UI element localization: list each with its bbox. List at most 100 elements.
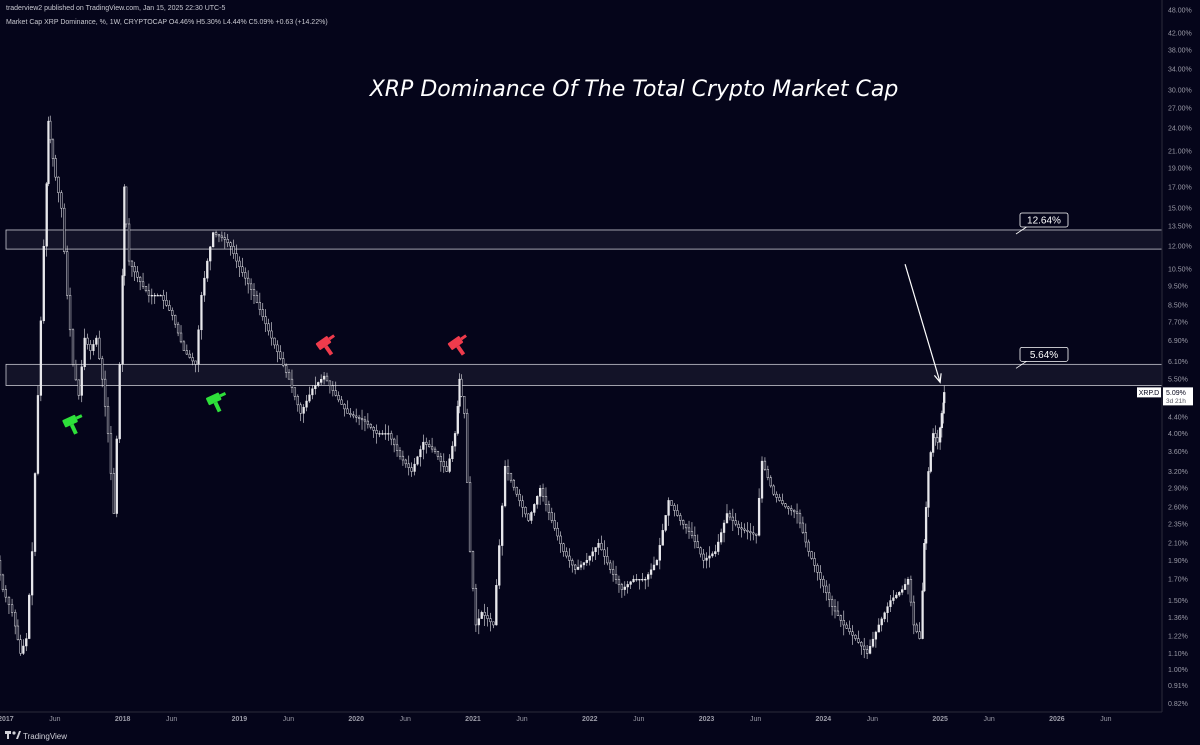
candle-body (921, 590, 924, 639)
candle-body (47, 120, 50, 184)
candle-body (331, 385, 334, 391)
candle-body (848, 628, 851, 633)
candle-body (915, 624, 918, 633)
candle-body (150, 294, 153, 297)
candle-body (687, 527, 691, 532)
candle-body (807, 541, 810, 552)
candle-body (860, 642, 863, 647)
buy-signal-head (62, 414, 78, 428)
candle-body (746, 530, 749, 532)
x-tick-label: 2026 (1049, 716, 1065, 723)
y-tick-label: 19.00% (1168, 165, 1192, 172)
candle-body (103, 378, 107, 407)
y-tick-label: 2.10% (1168, 541, 1188, 548)
candle-body (553, 520, 556, 529)
candle-body (83, 337, 86, 367)
candle-body (343, 404, 346, 410)
candle-body (784, 503, 787, 508)
candle-body (943, 392, 946, 404)
candle-body (940, 413, 944, 429)
candle-body (322, 375, 326, 380)
candle-body (717, 541, 720, 552)
candle-body (355, 415, 358, 418)
candle-body (45, 183, 48, 247)
candle-body (33, 473, 37, 552)
y-tick-label: 38.00% (1168, 47, 1192, 54)
candle-body (270, 330, 273, 339)
candle-body (369, 423, 372, 428)
candle-body (912, 601, 915, 626)
lower-resistance-zone-label-box (1019, 346, 1069, 362)
x-tick-label: Jun (283, 716, 294, 723)
candle-body (906, 578, 910, 585)
candle-body (661, 530, 664, 546)
candle-body (7, 596, 11, 605)
candle-body (360, 418, 364, 421)
candle-body (214, 232, 218, 235)
candle-body (138, 277, 142, 283)
time-axis[interactable]: 2017 Jun 2018 Jun 2019 Jun 2020 Jun 2021 Jun 2022 J… (0, 716, 1112, 723)
series-layer (0, 115, 946, 659)
candle-body (901, 589, 904, 593)
y-tick-label: 8.50% (1168, 302, 1188, 309)
candle-body (448, 458, 451, 472)
candle-body (66, 251, 69, 296)
price-axis[interactable]: 48.00% 42.00% 38.00% 34.00% 30.00% 27.00% 24.0… (1168, 8, 1192, 708)
candle-body (430, 446, 434, 450)
price-tag-countdown: 3d 21h (1166, 398, 1186, 405)
candle-body (854, 634, 857, 639)
candle-body (398, 450, 402, 457)
candle-body (711, 553, 714, 557)
candle-body (775, 493, 778, 498)
candle-body (407, 463, 410, 468)
candle-body (57, 176, 60, 193)
candle-body (501, 505, 504, 546)
candle-body (200, 294, 203, 331)
candle-body (89, 344, 92, 351)
candle-body (4, 589, 7, 598)
x-tick-label: 2018 (115, 716, 131, 723)
candle-body (30, 551, 34, 596)
y-tick-label: 1.90% (1168, 558, 1188, 565)
y-tick-label: 17.00% (1168, 184, 1192, 191)
candle-body (206, 260, 209, 279)
candle-body (375, 430, 378, 434)
candle-body (197, 329, 200, 365)
candle-body (220, 235, 224, 238)
candle-body (927, 471, 930, 508)
candle-body (749, 531, 752, 534)
y-tick-label: 42.00% (1168, 30, 1192, 37)
candle-body (279, 351, 282, 359)
y-tick-label: 1.36% (1168, 615, 1188, 622)
x-tick-label: Jun (984, 716, 995, 723)
arrow-layer (904, 264, 942, 384)
x-tick-label: Jun (750, 716, 761, 723)
candle-body (474, 588, 478, 626)
candle-body (165, 300, 168, 306)
candle-body (305, 400, 308, 408)
candle-body (766, 469, 770, 478)
candle-body (579, 564, 583, 568)
candle-body (451, 445, 454, 460)
candle-body (512, 479, 515, 488)
candle-body (863, 645, 866, 650)
tradingview-branding[interactable]: TradingView (5, 731, 67, 741)
candle-body (153, 294, 156, 297)
buy-signal-handle (213, 401, 222, 413)
y-tick-label: 4.40% (1168, 415, 1188, 422)
candle-body (594, 547, 597, 553)
candle-body (597, 542, 600, 548)
candle-body (836, 610, 840, 616)
candle-body (340, 399, 343, 405)
y-tick-label: 21.00% (1168, 148, 1192, 155)
candle-body (106, 406, 110, 434)
candle-body (74, 364, 78, 381)
candle-body (293, 387, 297, 397)
y-tick-label: 2.90% (1168, 486, 1188, 493)
candle-body (19, 639, 22, 654)
sell-signal-icon (315, 334, 336, 356)
y-tick-label: 1.22% (1168, 633, 1188, 640)
sell-signal-tip (460, 334, 467, 341)
candle-body (652, 564, 656, 571)
